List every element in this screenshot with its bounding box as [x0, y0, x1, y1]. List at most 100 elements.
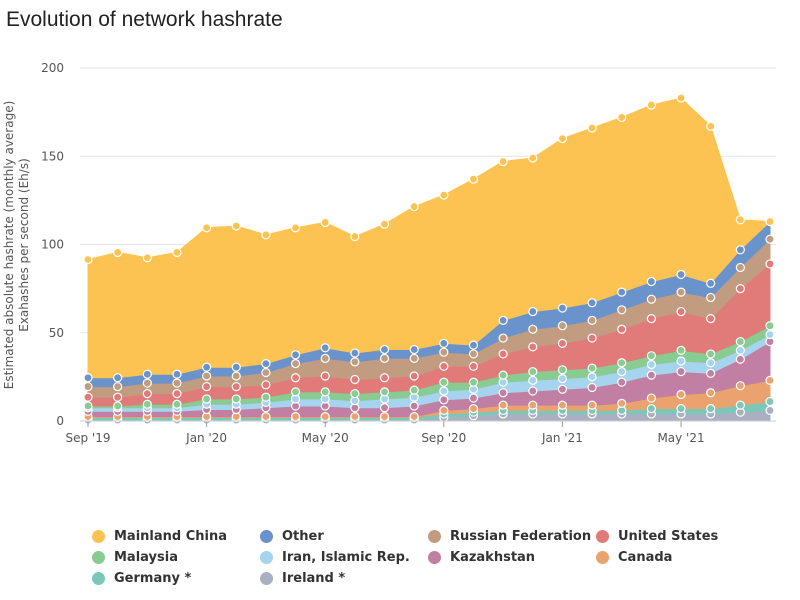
point-canada — [528, 400, 538, 410]
point-canada — [409, 411, 419, 422]
legend-item[interactable]: Russian Federation — [428, 528, 596, 545]
point-kazakhstan — [528, 386, 538, 396]
legend-item[interactable]: Germany * — [92, 570, 260, 587]
point-russian-federation — [379, 353, 390, 363]
point-malaysia — [172, 399, 182, 409]
legend-item[interactable]: Canada — [596, 549, 764, 566]
point-russian-federation — [409, 353, 419, 363]
x-tick-label: Jan '21 — [541, 431, 583, 445]
point-canada — [498, 400, 508, 410]
point-united-states — [83, 392, 93, 402]
point-mainland-china — [142, 253, 152, 263]
point-canada — [290, 411, 301, 422]
x-tick-label: May '20 — [302, 431, 349, 445]
legend-swatch — [596, 530, 609, 543]
point-kazakhstan — [379, 403, 390, 413]
legend-item[interactable]: Iran, Islamic Rep. — [260, 549, 428, 566]
point-canada — [350, 411, 360, 422]
point-canada — [646, 393, 656, 403]
point-malaysia — [468, 377, 479, 387]
legend-item[interactable]: Ireland * — [260, 570, 428, 587]
point-united-states — [587, 333, 597, 343]
point-united-states — [646, 314, 656, 324]
point-united-states — [498, 349, 508, 359]
point-other — [320, 343, 330, 353]
point-united-states — [202, 381, 212, 392]
point-canada — [587, 400, 597, 410]
point-germany — [765, 396, 775, 407]
point-iran-islamic-rep — [617, 366, 627, 377]
point-canada — [765, 375, 775, 386]
point-mainland-china — [83, 254, 93, 265]
point-malaysia — [498, 370, 508, 380]
point-other — [261, 359, 271, 369]
legend-label: Kazakhstan — [450, 550, 536, 565]
y-tick-label: 50 — [49, 326, 64, 340]
point-malaysia — [290, 387, 301, 397]
point-united-states — [379, 373, 390, 383]
point-united-states — [735, 284, 745, 294]
point-canada — [379, 411, 390, 422]
point-russian-federation — [468, 349, 479, 359]
point-canada — [706, 388, 716, 398]
point-mainland-china — [498, 156, 508, 167]
legend-swatch — [92, 551, 105, 564]
legend-item[interactable]: United States — [596, 528, 764, 545]
point-united-states — [765, 259, 775, 269]
point-mainland-china — [439, 190, 449, 200]
point-other — [83, 373, 93, 383]
point-germany — [646, 404, 656, 414]
point-united-states — [350, 374, 360, 385]
point-russian-federation — [172, 378, 182, 388]
point-other — [172, 369, 182, 379]
point-mainland-china — [617, 112, 627, 123]
legend-label: Canada — [618, 550, 673, 565]
point-russian-federation — [439, 347, 449, 357]
point-united-states — [172, 389, 182, 399]
point-russian-federation — [320, 353, 330, 363]
point-russian-federation — [706, 292, 716, 303]
point-malaysia — [646, 351, 656, 361]
y-tick-label: 0 — [56, 414, 64, 428]
point-malaysia — [617, 358, 627, 368]
point-germany — [676, 404, 686, 414]
data-points — [83, 93, 775, 425]
point-canada — [468, 404, 479, 414]
point-other — [735, 245, 745, 255]
point-mainland-china — [706, 121, 716, 131]
point-kazakhstan — [498, 388, 508, 398]
legend-item[interactable]: Kazakhstan — [428, 549, 596, 566]
legend-item[interactable]: Mainland China — [92, 528, 260, 545]
point-malaysia — [142, 399, 152, 409]
point-mainland-china — [646, 100, 656, 110]
point-iran-islamic-rep — [557, 374, 568, 384]
point-united-states — [142, 389, 152, 399]
legend-item[interactable]: Other — [260, 528, 428, 545]
point-ireland — [765, 405, 775, 416]
point-malaysia — [765, 321, 775, 331]
point-other — [290, 350, 301, 360]
point-malaysia — [557, 365, 568, 375]
point-kazakhstan — [617, 377, 627, 387]
point-russian-federation — [202, 371, 212, 381]
point-united-states — [706, 314, 716, 324]
area-mainland-china — [87, 97, 772, 379]
x-tick-label: Sep '20 — [421, 431, 466, 445]
point-russian-federation — [617, 305, 627, 315]
point-russian-federation — [350, 357, 360, 367]
point-germany — [735, 400, 745, 410]
point-kazakhstan — [468, 393, 479, 403]
point-mainland-china — [231, 221, 241, 231]
point-malaysia — [587, 363, 597, 373]
legend-item[interactable]: Malaysia — [92, 549, 260, 566]
point-iran-islamic-rep — [735, 345, 745, 355]
point-russian-federation — [142, 378, 152, 388]
legend-label: Iran, Islamic Rep. — [282, 550, 410, 565]
point-mainland-china — [735, 215, 745, 225]
point-other — [202, 362, 212, 372]
point-mainland-china — [261, 230, 271, 240]
point-malaysia — [379, 387, 390, 397]
point-mainland-china — [765, 216, 775, 227]
legend-label: Germany * — [114, 571, 192, 586]
legend-swatch — [428, 551, 441, 564]
